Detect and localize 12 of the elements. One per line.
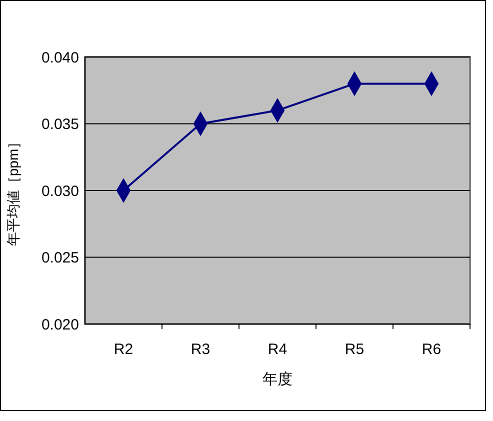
x-tick-label: R2 bbox=[114, 341, 134, 358]
x-tick-label: R3 bbox=[190, 341, 210, 358]
x-tick-label: R4 bbox=[268, 341, 288, 358]
y-tick-label: 0.020 bbox=[41, 316, 79, 334]
y-tick-label: 0.030 bbox=[41, 182, 79, 200]
x-tick-label: R5 bbox=[344, 341, 364, 358]
y-tick-label: 0.035 bbox=[41, 116, 79, 133]
y-tick-label: 0.040 bbox=[41, 49, 79, 66]
y-axis-title: 年平均値［ppm］ bbox=[5, 134, 21, 246]
y-tick-label: 0.025 bbox=[41, 250, 79, 266]
x-axis-title: 年度 bbox=[262, 371, 292, 388]
x-tick-label: R6 bbox=[422, 341, 442, 358]
